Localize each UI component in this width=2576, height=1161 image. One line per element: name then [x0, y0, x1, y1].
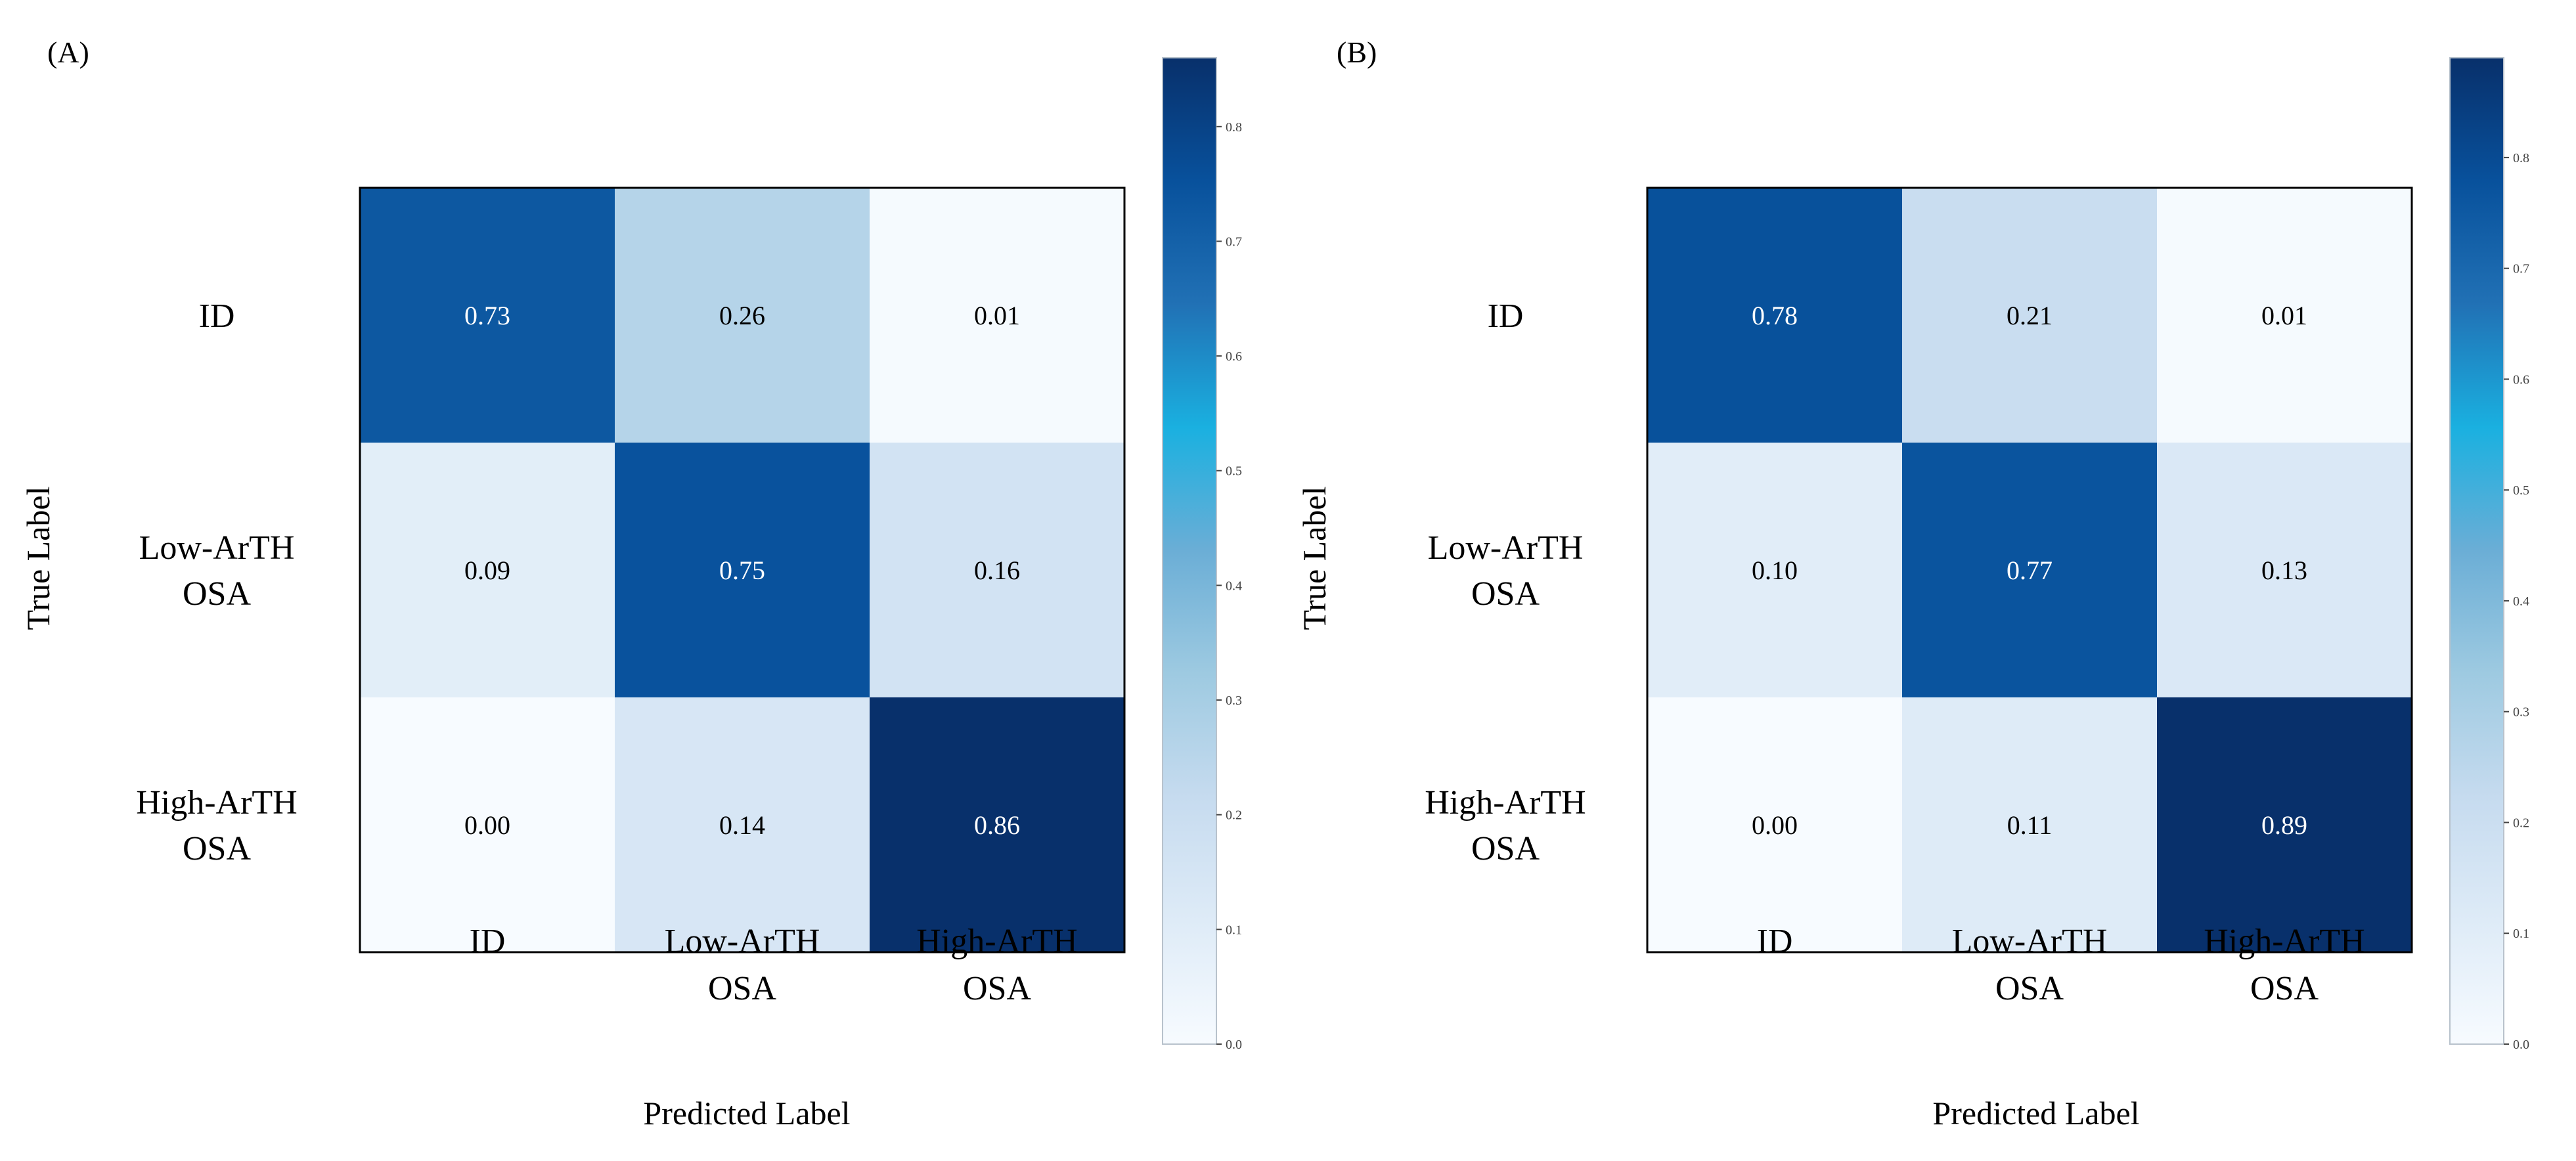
- x-tick-label: OSA: [963, 970, 1031, 1007]
- cell-value-label: 0.16: [974, 556, 1020, 585]
- heatmap-frame: [359, 186, 1126, 953]
- y-tick-label: Low-ArTH: [1428, 529, 1584, 567]
- x-tick-label: Low-ArTH: [665, 923, 820, 960]
- x-tick-label: High-ArTH: [2204, 923, 2365, 960]
- heatmap-cell: [870, 188, 1124, 443]
- cell-value-label: 0.78: [1752, 301, 1798, 330]
- x-tick-label: Low-ArTH: [1952, 923, 2108, 960]
- heatmap-cell: [360, 443, 615, 697]
- colorbar-tick-label: 0.8: [1226, 120, 1242, 135]
- heatmap-cell: [2157, 697, 2412, 952]
- y-tick-label: OSA: [183, 830, 251, 867]
- heatmap-cell: [360, 188, 615, 443]
- heatmap-cell: [615, 443, 870, 697]
- colorbar-tick-label: 0.3: [2513, 705, 2529, 720]
- heatmap-cell: [615, 697, 870, 952]
- x-axis-label: Predicted Label: [1932, 1095, 2139, 1131]
- cell-value-label: 0.13: [2261, 556, 2307, 585]
- colorbar-tick-label: 0.4: [1226, 579, 1242, 593]
- colorbar-tick-label: 0.1: [1226, 923, 1242, 937]
- heatmap-cell: [1902, 443, 2157, 697]
- colorbar-tick-label: 0.2: [2513, 816, 2529, 830]
- heatmap-cell: [360, 697, 615, 952]
- cell-value-label: 0.86: [974, 810, 1020, 840]
- colorbar-tick-label: 0.6: [2513, 372, 2529, 387]
- y-tick-label: High-ArTH: [136, 784, 298, 821]
- colorbar-tick-label: 0.3: [1226, 693, 1242, 708]
- cell-value-label: 0.09: [464, 556, 510, 585]
- colorbar-tick-label: 0.7: [1226, 234, 1242, 249]
- cell-value-label: 0.77: [2007, 556, 2053, 585]
- heatmap-cell: [870, 443, 1124, 697]
- heatmap-frame: [1646, 186, 2413, 953]
- cell-value-label: 0.14: [719, 810, 765, 840]
- cell-value-label: 0.73: [464, 301, 510, 330]
- colorbar-tick-label: 0.7: [2513, 262, 2529, 276]
- y-axis-label: True Label: [1296, 487, 1333, 630]
- heatmap-cell: [1647, 697, 1902, 952]
- cell-value-label: 0.75: [719, 556, 765, 585]
- cell-value-label: 0.21: [2007, 301, 2053, 330]
- heatmap-cell: [2157, 443, 2412, 697]
- cell-value-label: 0.01: [974, 301, 1020, 330]
- heatmap-cell: [2157, 188, 2412, 443]
- y-tick-label: ID: [199, 297, 235, 335]
- colorbar-tick-label: 0.0: [2513, 1038, 2529, 1052]
- cell-value-label: 0.00: [1752, 810, 1798, 840]
- colorbar-tick-label: 0.6: [1226, 349, 1242, 364]
- heatmap-cell: [1647, 443, 1902, 697]
- panel-label: (A): [47, 35, 89, 69]
- y-tick-label: ID: [1488, 297, 1524, 335]
- x-tick-label: ID: [1757, 923, 1793, 960]
- colorbar-tick-label: 0.0: [1226, 1038, 1242, 1052]
- panel-b: (B) 0.78 0.21 0.01 0.10 0.77 0.13 0.00 0.11 0.89 I…: [1296, 35, 2529, 1131]
- heatmap-cell: [615, 188, 870, 443]
- colorbar-tick-label: 0.4: [2513, 594, 2529, 609]
- heatmap-cell: [1902, 697, 2157, 952]
- colorbar: [1162, 57, 1217, 1045]
- x-tick-label: High-ArTH: [916, 923, 1078, 960]
- y-tick-label: OSA: [183, 575, 251, 613]
- panel-label: (B): [1337, 35, 1377, 69]
- colorbar-tick-label: 0.8: [2513, 151, 2529, 165]
- colorbar: [2449, 57, 2504, 1045]
- y-tick-label: High-ArTH: [1425, 784, 1586, 821]
- colorbar-tick-label: 0.5: [2513, 483, 2529, 498]
- panel-a: (A) 0.73 0.26 0.01 0.09 0.75 0.16 0.00 0.14 0.86 I…: [20, 35, 1242, 1131]
- x-tick-label: OSA: [2250, 970, 2319, 1007]
- y-tick-label: OSA: [1471, 830, 1540, 867]
- cell-value-label: 0.01: [2261, 301, 2307, 330]
- x-axis-label: Predicted Label: [643, 1095, 850, 1131]
- x-tick-label: OSA: [708, 970, 776, 1007]
- cell-value-label: 0.11: [2007, 810, 2053, 840]
- heatmap-cell: [1902, 188, 2157, 443]
- colorbar-tick-label: 0.2: [1226, 808, 1242, 823]
- colorbar-tick-label: 0.1: [2513, 927, 2529, 941]
- cell-value-label: 0.89: [2261, 810, 2307, 840]
- heatmap-cell: [870, 697, 1124, 952]
- heatmap-cell: [1647, 188, 1902, 443]
- x-tick-label: ID: [470, 923, 506, 960]
- y-axis-label: True Label: [20, 487, 56, 630]
- colorbar-tick-label: 0.5: [1226, 464, 1242, 479]
- cell-value-label: 0.26: [719, 301, 765, 330]
- y-tick-label: Low-ArTH: [139, 529, 295, 567]
- cell-value-label: 0.10: [1752, 556, 1798, 585]
- cell-value-label: 0.00: [464, 810, 510, 840]
- x-tick-label: OSA: [1995, 970, 2064, 1007]
- y-tick-label: OSA: [1471, 575, 1540, 613]
